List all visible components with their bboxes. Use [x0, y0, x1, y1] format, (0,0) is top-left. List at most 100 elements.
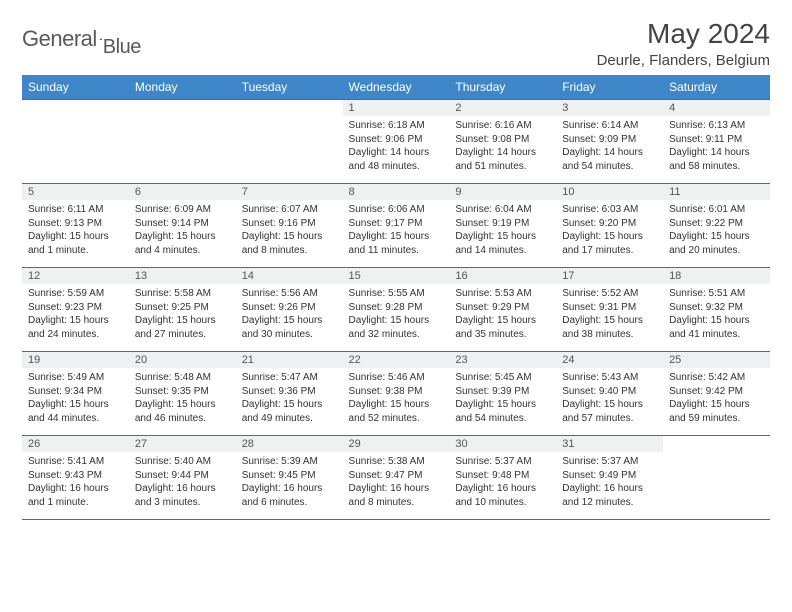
- calendar-day-cell: 30Sunrise: 5:37 AMSunset: 9:48 PMDayligh…: [449, 436, 556, 520]
- sunrise-text: Sunrise: 5:41 AM: [28, 455, 123, 469]
- day-number: 3: [556, 100, 663, 116]
- daylight-text-2: and 8 minutes.: [349, 496, 444, 510]
- daylight-text-1: Daylight: 14 hours: [455, 146, 550, 160]
- day-details: Sunrise: 5:45 AMSunset: 9:39 PMDaylight:…: [449, 368, 556, 429]
- sunrise-text: Sunrise: 6:03 AM: [562, 203, 657, 217]
- calendar-day-cell: 28Sunrise: 5:39 AMSunset: 9:45 PMDayligh…: [236, 436, 343, 520]
- calendar-day-cell: 15Sunrise: 5:55 AMSunset: 9:28 PMDayligh…: [343, 268, 450, 352]
- daylight-text-1: Daylight: 14 hours: [669, 146, 764, 160]
- daylight-text-2: and 41 minutes.: [669, 328, 764, 342]
- day-number: 18: [663, 268, 770, 284]
- sunrise-text: Sunrise: 5:53 AM: [455, 287, 550, 301]
- calendar-week-row: 12Sunrise: 5:59 AMSunset: 9:23 PMDayligh…: [22, 268, 770, 352]
- day-number: 14: [236, 268, 343, 284]
- calendar-day-cell: 8Sunrise: 6:06 AMSunset: 9:17 PMDaylight…: [343, 184, 450, 268]
- day-number: 8: [343, 184, 450, 200]
- sunset-text: Sunset: 9:28 PM: [349, 301, 444, 315]
- day-details: Sunrise: 5:37 AMSunset: 9:49 PMDaylight:…: [556, 452, 663, 513]
- day-details: Sunrise: 6:13 AMSunset: 9:11 PMDaylight:…: [663, 116, 770, 177]
- day-number: 7: [236, 184, 343, 200]
- daylight-text-2: and 1 minute.: [28, 496, 123, 510]
- day-number: 16: [449, 268, 556, 284]
- daylight-text-1: Daylight: 15 hours: [28, 314, 123, 328]
- calendar-week-row: 5Sunrise: 6:11 AMSunset: 9:13 PMDaylight…: [22, 184, 770, 268]
- sunrise-text: Sunrise: 6:11 AM: [28, 203, 123, 217]
- sunset-text: Sunset: 9:06 PM: [349, 133, 444, 147]
- daylight-text-1: Daylight: 16 hours: [135, 482, 230, 496]
- daylight-text-2: and 14 minutes.: [455, 244, 550, 258]
- day-details: Sunrise: 6:09 AMSunset: 9:14 PMDaylight:…: [129, 200, 236, 261]
- daylight-text-1: Daylight: 15 hours: [28, 230, 123, 244]
- sunrise-text: Sunrise: 6:13 AM: [669, 119, 764, 133]
- day-details: Sunrise: 5:39 AMSunset: 9:45 PMDaylight:…: [236, 452, 343, 513]
- calendar-day-cell: 22Sunrise: 5:46 AMSunset: 9:38 PMDayligh…: [343, 352, 450, 436]
- calendar-day-cell: 20Sunrise: 5:48 AMSunset: 9:35 PMDayligh…: [129, 352, 236, 436]
- sunset-text: Sunset: 9:11 PM: [669, 133, 764, 147]
- day-number: 28: [236, 436, 343, 452]
- calendar-day-cell: 18Sunrise: 5:51 AMSunset: 9:32 PMDayligh…: [663, 268, 770, 352]
- day-number: 30: [449, 436, 556, 452]
- calendar-day-cell: 5Sunrise: 6:11 AMSunset: 9:13 PMDaylight…: [22, 184, 129, 268]
- calendar-day-cell: 25Sunrise: 5:42 AMSunset: 9:42 PMDayligh…: [663, 352, 770, 436]
- daylight-text-2: and 38 minutes.: [562, 328, 657, 342]
- daylight-text-1: Daylight: 16 hours: [562, 482, 657, 496]
- sunrise-text: Sunrise: 6:06 AM: [349, 203, 444, 217]
- day-number: 4: [663, 100, 770, 116]
- day-number: 9: [449, 184, 556, 200]
- daylight-text-2: and 11 minutes.: [349, 244, 444, 258]
- day-number: 6: [129, 184, 236, 200]
- sunrise-text: Sunrise: 5:46 AM: [349, 371, 444, 385]
- daylight-text-2: and 32 minutes.: [349, 328, 444, 342]
- sunrise-text: Sunrise: 5:52 AM: [562, 287, 657, 301]
- daylight-text-1: Daylight: 15 hours: [562, 230, 657, 244]
- calendar-day-cell: 1Sunrise: 6:18 AMSunset: 9:06 PMDaylight…: [343, 100, 450, 184]
- calendar-day-cell: 19Sunrise: 5:49 AMSunset: 9:34 PMDayligh…: [22, 352, 129, 436]
- daylight-text-1: Daylight: 15 hours: [669, 230, 764, 244]
- daylight-text-1: Daylight: 16 hours: [455, 482, 550, 496]
- sunset-text: Sunset: 9:40 PM: [562, 385, 657, 399]
- day-number: 26: [22, 436, 129, 452]
- sunset-text: Sunset: 9:36 PM: [242, 385, 337, 399]
- calendar-day-cell: 21Sunrise: 5:47 AMSunset: 9:36 PMDayligh…: [236, 352, 343, 436]
- sunrise-text: Sunrise: 5:42 AM: [669, 371, 764, 385]
- daylight-text-1: Daylight: 15 hours: [455, 230, 550, 244]
- day-details: Sunrise: 5:40 AMSunset: 9:44 PMDaylight:…: [129, 452, 236, 513]
- day-number: 13: [129, 268, 236, 284]
- day-details: Sunrise: 5:38 AMSunset: 9:47 PMDaylight:…: [343, 452, 450, 513]
- day-number: 25: [663, 352, 770, 368]
- calendar-day-cell: 31Sunrise: 5:37 AMSunset: 9:49 PMDayligh…: [556, 436, 663, 520]
- weekday-header-row: SundayMondayTuesdayWednesdayThursdayFrid…: [22, 75, 770, 100]
- sunset-text: Sunset: 9:14 PM: [135, 217, 230, 231]
- daylight-text-1: Daylight: 15 hours: [242, 230, 337, 244]
- daylight-text-2: and 58 minutes.: [669, 160, 764, 174]
- calendar-day-cell: 13Sunrise: 5:58 AMSunset: 9:25 PMDayligh…: [129, 268, 236, 352]
- daylight-text-2: and 48 minutes.: [349, 160, 444, 174]
- sunset-text: Sunset: 9:13 PM: [28, 217, 123, 231]
- day-details: Sunrise: 5:46 AMSunset: 9:38 PMDaylight:…: [343, 368, 450, 429]
- daylight-text-1: Daylight: 15 hours: [349, 230, 444, 244]
- daylight-text-2: and 3 minutes.: [135, 496, 230, 510]
- day-details: Sunrise: 6:14 AMSunset: 9:09 PMDaylight:…: [556, 116, 663, 177]
- daylight-text-1: Daylight: 15 hours: [455, 398, 550, 412]
- sunrise-text: Sunrise: 5:47 AM: [242, 371, 337, 385]
- sunset-text: Sunset: 9:38 PM: [349, 385, 444, 399]
- day-details: Sunrise: 6:16 AMSunset: 9:08 PMDaylight:…: [449, 116, 556, 177]
- sunrise-text: Sunrise: 6:09 AM: [135, 203, 230, 217]
- calendar-week-row: 1Sunrise: 6:18 AMSunset: 9:06 PMDaylight…: [22, 100, 770, 184]
- day-number: 2: [449, 100, 556, 116]
- daylight-text-2: and 6 minutes.: [242, 496, 337, 510]
- calendar-day-cell: 6Sunrise: 6:09 AMSunset: 9:14 PMDaylight…: [129, 184, 236, 268]
- day-number: 31: [556, 436, 663, 452]
- calendar-day-cell: 12Sunrise: 5:59 AMSunset: 9:23 PMDayligh…: [22, 268, 129, 352]
- sunset-text: Sunset: 9:16 PM: [242, 217, 337, 231]
- daylight-text-2: and 52 minutes.: [349, 412, 444, 426]
- sunset-text: Sunset: 9:29 PM: [455, 301, 550, 315]
- sunset-text: Sunset: 9:34 PM: [28, 385, 123, 399]
- day-details: Sunrise: 6:03 AMSunset: 9:20 PMDaylight:…: [556, 200, 663, 261]
- calendar-day-cell: 3Sunrise: 6:14 AMSunset: 9:09 PMDaylight…: [556, 100, 663, 184]
- daylight-text-2: and 51 minutes.: [455, 160, 550, 174]
- day-details: Sunrise: 6:06 AMSunset: 9:17 PMDaylight:…: [343, 200, 450, 261]
- sunset-text: Sunset: 9:43 PM: [28, 469, 123, 483]
- sunset-text: Sunset: 9:49 PM: [562, 469, 657, 483]
- day-details: Sunrise: 6:18 AMSunset: 9:06 PMDaylight:…: [343, 116, 450, 177]
